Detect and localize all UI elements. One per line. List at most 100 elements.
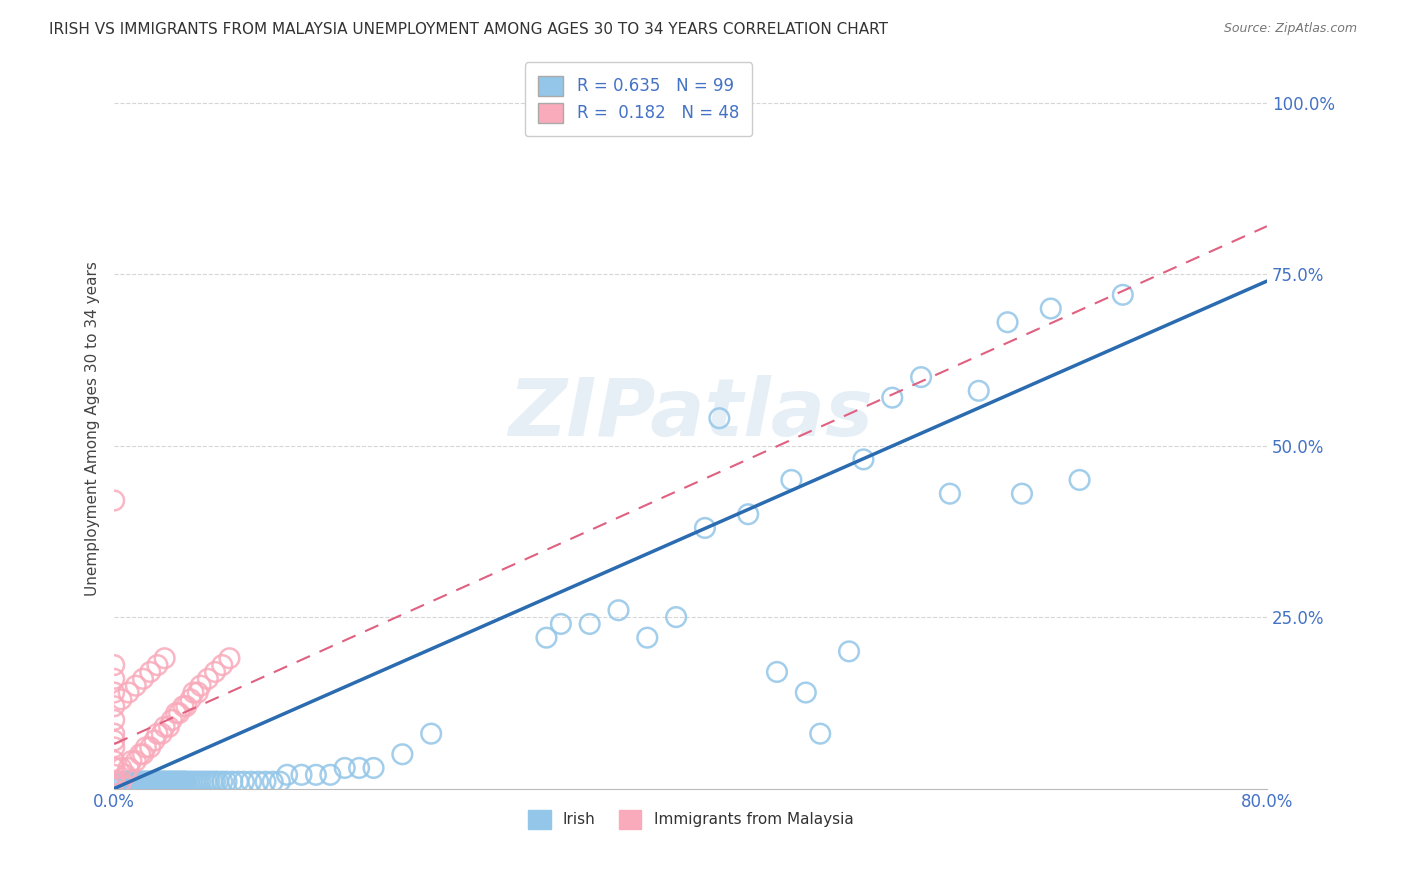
Point — [187, 685, 209, 699]
Point — [103, 726, 125, 740]
Point — [160, 713, 183, 727]
Point — [269, 774, 291, 789]
Point — [794, 685, 817, 699]
Point — [218, 651, 240, 665]
Point — [174, 699, 197, 714]
Y-axis label: Unemployment Among Ages 30 to 34 years: Unemployment Among Ages 30 to 34 years — [86, 261, 100, 596]
Point — [607, 603, 630, 617]
Point — [207, 774, 229, 789]
Point — [103, 761, 125, 775]
Point — [166, 774, 188, 789]
Point — [117, 761, 139, 775]
Point — [121, 774, 143, 789]
Point — [129, 747, 152, 762]
Point — [129, 774, 152, 789]
Point — [665, 610, 688, 624]
Point — [115, 774, 138, 789]
Point — [766, 665, 789, 679]
Point — [193, 774, 215, 789]
Point — [135, 740, 157, 755]
Point — [997, 315, 1019, 329]
Point — [153, 774, 176, 789]
Point — [780, 473, 803, 487]
Point — [240, 774, 263, 789]
Point — [211, 658, 233, 673]
Point — [838, 644, 860, 658]
Point — [190, 774, 212, 789]
Point — [882, 391, 904, 405]
Point — [939, 486, 962, 500]
Point — [107, 774, 129, 789]
Point — [211, 774, 233, 789]
Point — [141, 774, 163, 789]
Point — [195, 774, 218, 789]
Point — [536, 631, 558, 645]
Point — [146, 658, 169, 673]
Point — [179, 774, 201, 789]
Point — [103, 699, 125, 714]
Point — [165, 706, 187, 720]
Point — [125, 679, 148, 693]
Point — [139, 740, 162, 755]
Point — [172, 699, 194, 714]
Point — [136, 774, 159, 789]
Point — [170, 774, 193, 789]
Point — [709, 411, 731, 425]
Point — [204, 774, 226, 789]
Point — [221, 774, 243, 789]
Point — [103, 685, 125, 699]
Point — [117, 774, 139, 789]
Point — [172, 774, 194, 789]
Point — [204, 665, 226, 679]
Point — [167, 706, 190, 720]
Point — [145, 774, 167, 789]
Point — [247, 774, 270, 789]
Point — [118, 774, 141, 789]
Point — [148, 774, 170, 789]
Point — [391, 747, 413, 762]
Point — [124, 774, 146, 789]
Point — [159, 774, 181, 789]
Point — [132, 672, 155, 686]
Point — [157, 774, 180, 789]
Point — [183, 685, 205, 699]
Point — [347, 761, 370, 775]
Point — [165, 774, 187, 789]
Point — [143, 733, 166, 747]
Point — [150, 726, 173, 740]
Point — [157, 720, 180, 734]
Point — [163, 774, 186, 789]
Point — [146, 774, 169, 789]
Point — [305, 768, 328, 782]
Point — [112, 774, 135, 789]
Point — [693, 521, 716, 535]
Point — [149, 774, 172, 789]
Point — [319, 768, 342, 782]
Point — [215, 774, 238, 789]
Point — [333, 761, 356, 775]
Legend: Irish, Immigrants from Malaysia: Irish, Immigrants from Malaysia — [522, 804, 859, 835]
Point — [153, 651, 176, 665]
Point — [808, 726, 831, 740]
Point — [1011, 486, 1033, 500]
Point — [254, 774, 277, 789]
Point — [103, 740, 125, 755]
Point — [143, 774, 166, 789]
Point — [578, 616, 600, 631]
Text: IRISH VS IMMIGRANTS FROM MALAYSIA UNEMPLOYMENT AMONG AGES 30 TO 34 YEARS CORRELA: IRISH VS IMMIGRANTS FROM MALAYSIA UNEMPL… — [49, 22, 889, 37]
Point — [132, 747, 155, 762]
Point — [146, 726, 169, 740]
Point — [162, 774, 184, 789]
Point — [1112, 288, 1135, 302]
Point — [139, 665, 162, 679]
Point — [226, 774, 249, 789]
Point — [103, 713, 125, 727]
Point — [232, 774, 254, 789]
Point — [174, 774, 197, 789]
Point — [190, 679, 212, 693]
Point — [173, 774, 195, 789]
Text: ZIPatlas: ZIPatlas — [508, 376, 873, 453]
Point — [180, 692, 202, 706]
Point — [127, 774, 149, 789]
Point — [967, 384, 990, 398]
